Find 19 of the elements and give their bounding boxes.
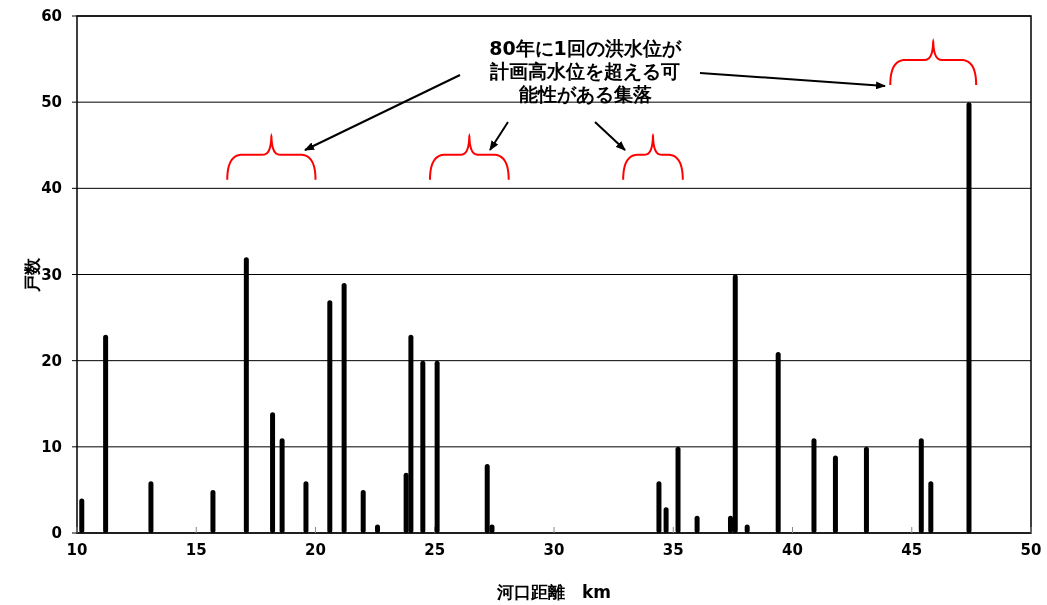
- annotation: 80年に1回の洪水位が計画高水位を超える可能性がある集落: [489, 37, 682, 105]
- y-tick-label: 20: [41, 351, 62, 370]
- x-tick-label: 50: [1020, 541, 1042, 559]
- y-tick-label: 10: [41, 437, 62, 456]
- x-tick-label: 30: [543, 541, 565, 559]
- y-axis-title: 戸数: [22, 256, 42, 293]
- y-tick-label: 0: [51, 524, 62, 542]
- x-tick-label: 10: [66, 541, 88, 559]
- x-tick-label: 45: [901, 541, 923, 559]
- y-tick-label: 60: [41, 7, 62, 25]
- y-tick-label: 40: [41, 179, 62, 198]
- x-tick-label: 20: [305, 541, 326, 559]
- y-tick-label: 50: [41, 93, 62, 112]
- x-tick-label: 35: [662, 541, 684, 559]
- x-tick-label: 15: [185, 541, 207, 559]
- x-tick-label: 25: [424, 541, 446, 559]
- x-tick-label: 40: [782, 541, 803, 559]
- x-axis-title: 河口距離 km: [495, 582, 612, 602]
- y-tick-label: 30: [41, 265, 62, 284]
